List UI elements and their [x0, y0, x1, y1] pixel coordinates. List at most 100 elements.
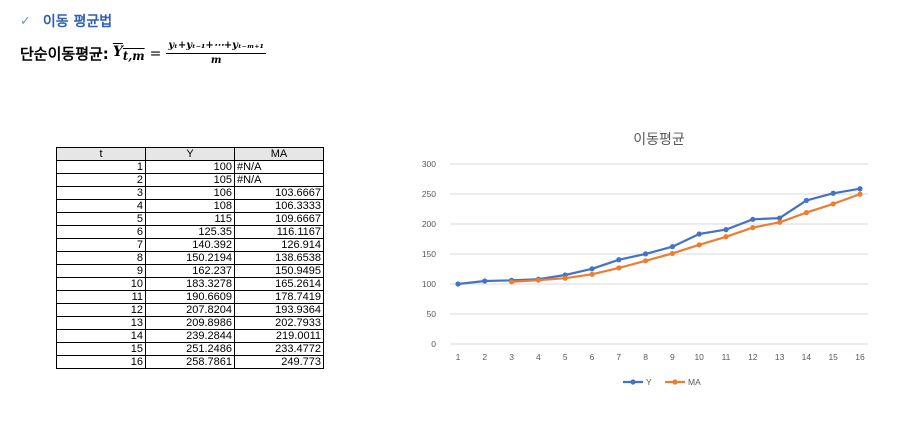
table-row: 6 125.35 116.1167	[56, 225, 324, 239]
chart-title: 이동평균	[633, 132, 685, 148]
data-point-y	[750, 216, 756, 222]
x-tick-label: 6	[590, 352, 595, 362]
cell-y: 183.3278	[145, 277, 235, 291]
x-tick-label: 10	[694, 352, 704, 362]
cell-ma: 178.7419	[234, 290, 324, 304]
table-row: 11 190.6609 178.7419	[56, 290, 324, 304]
x-tick-label: 8	[643, 352, 648, 362]
data-point-y	[482, 278, 488, 284]
table-row: 4 108 106.3333	[56, 199, 324, 213]
x-tick-label: 11	[722, 352, 731, 362]
data-point-ma	[669, 250, 675, 257]
cell-t: 6	[56, 225, 146, 239]
cell-y: 209.8986	[145, 316, 235, 330]
cell-y: 258.7861	[145, 355, 235, 369]
data-point-ma	[616, 265, 622, 271]
x-tick-label: 7	[616, 352, 621, 362]
data-point-ma	[589, 271, 595, 277]
cell-y: 207.8204	[145, 303, 235, 317]
table-row: 10 183.3278 165.2614	[56, 277, 324, 291]
cell-t: 14	[56, 329, 146, 343]
cell-ma: 249.773	[234, 355, 324, 369]
data-table: t Y MA 1 100 #N/A 2 105 #N/A 3 106 103.6667 4 108 1…	[56, 147, 324, 369]
cell-ma: 233.4772	[234, 342, 324, 356]
table-row: 7 140.392 126.914	[56, 238, 324, 252]
y-tick-label: 50	[427, 309, 437, 319]
x-tick-label: 13	[775, 352, 785, 362]
data-point-ma	[857, 191, 863, 197]
table-row: 13 209.8986 202.7933	[56, 316, 324, 330]
cell-ma: 109.6667	[234, 212, 324, 226]
cell-ma: #N/A	[234, 173, 324, 187]
cell-t: 11	[56, 290, 146, 304]
cell-y: 239.2844	[145, 329, 235, 343]
cell-ma: 103.6667	[234, 186, 324, 200]
cell-ma: 202.7933	[234, 316, 324, 330]
cell-ma: 138.6538	[234, 251, 324, 265]
data-point-ma	[750, 225, 756, 231]
data-point-ma	[643, 258, 649, 264]
y-tick-label: 0	[431, 339, 436, 349]
cell-ma: 165.2614	[234, 277, 324, 291]
series-line-y	[457, 187, 861, 286]
cell-ma: #N/A	[234, 160, 324, 174]
x-tick-label: 14	[802, 352, 812, 362]
cell-t: 1	[56, 160, 146, 174]
formula-denominator: m	[210, 55, 222, 66]
x-tick-label: 9	[670, 352, 675, 362]
table-header-row: t Y MA	[56, 147, 324, 161]
column-header-t: t	[56, 147, 146, 161]
cell-y: 105	[145, 173, 235, 187]
data-point-y	[589, 266, 595, 272]
cell-t: 8	[56, 251, 146, 265]
data-point-ma	[777, 219, 783, 225]
cell-t: 7	[56, 238, 146, 252]
formula-numerator: yₜ+yₜ₋₁+⋯+yₜ₋ₘ₊₁	[166, 40, 266, 54]
table-row: 9 162.237 150.9495	[56, 264, 324, 278]
cell-y: 100	[145, 160, 235, 174]
series-line-ma	[511, 193, 861, 283]
cell-t: 16	[56, 355, 146, 369]
legend-label: Y	[646, 377, 652, 387]
data-point-y	[830, 190, 836, 196]
legend-label: MA	[688, 377, 701, 387]
data-point-y	[616, 257, 622, 263]
x-tick-label: 5	[563, 352, 568, 362]
table-row: 2 105 #N/A	[56, 173, 324, 187]
cell-ma: 126.914	[234, 238, 324, 252]
data-point-y	[723, 227, 729, 233]
cell-t: 15	[56, 342, 146, 356]
legend-marker-ma	[672, 379, 678, 385]
cell-ma: 106.3333	[234, 199, 324, 213]
formula-lhs: Yt,m	[113, 44, 145, 63]
formula-lhs-sub: t,m	[122, 48, 145, 63]
cell-t: 9	[56, 264, 146, 278]
y-tick-label: 300	[422, 159, 436, 169]
table-row: 16 258.7861 249.773	[56, 355, 324, 369]
formula-label: 단순이동평균:	[20, 45, 109, 63]
column-header-ma: MA	[234, 147, 324, 161]
cell-y: 125.35	[145, 225, 235, 239]
cell-t: 10	[56, 277, 146, 291]
table-row: 8 150.2194 138.6538	[56, 251, 324, 265]
cell-y: 108	[145, 199, 235, 213]
data-point-ma	[535, 277, 541, 283]
cell-y: 115	[145, 212, 235, 226]
y-tick-label: 100	[422, 279, 436, 289]
data-point-ma	[509, 279, 515, 285]
data-point-ma	[696, 242, 702, 248]
table-row: 12 207.8204 193.9364	[56, 303, 324, 317]
x-tick-label: 2	[482, 352, 487, 362]
cell-t: 4	[56, 199, 146, 213]
formula-lhs-symbol: Y	[112, 44, 123, 61]
formula: 단순이동평균: Yt,m = yₜ+yₜ₋₁+⋯+yₜ₋ₘ₊₁ m	[20, 40, 266, 67]
cell-t: 13	[56, 316, 146, 330]
y-tick-label: 250	[422, 189, 436, 199]
cell-t: 12	[56, 303, 146, 317]
legend-marker-y	[630, 379, 636, 385]
data-point-ma	[723, 234, 729, 240]
section-header: ✓ 이동 평균법	[20, 10, 112, 32]
x-tick-label: 3	[509, 352, 514, 362]
data-point-y	[777, 215, 783, 221]
